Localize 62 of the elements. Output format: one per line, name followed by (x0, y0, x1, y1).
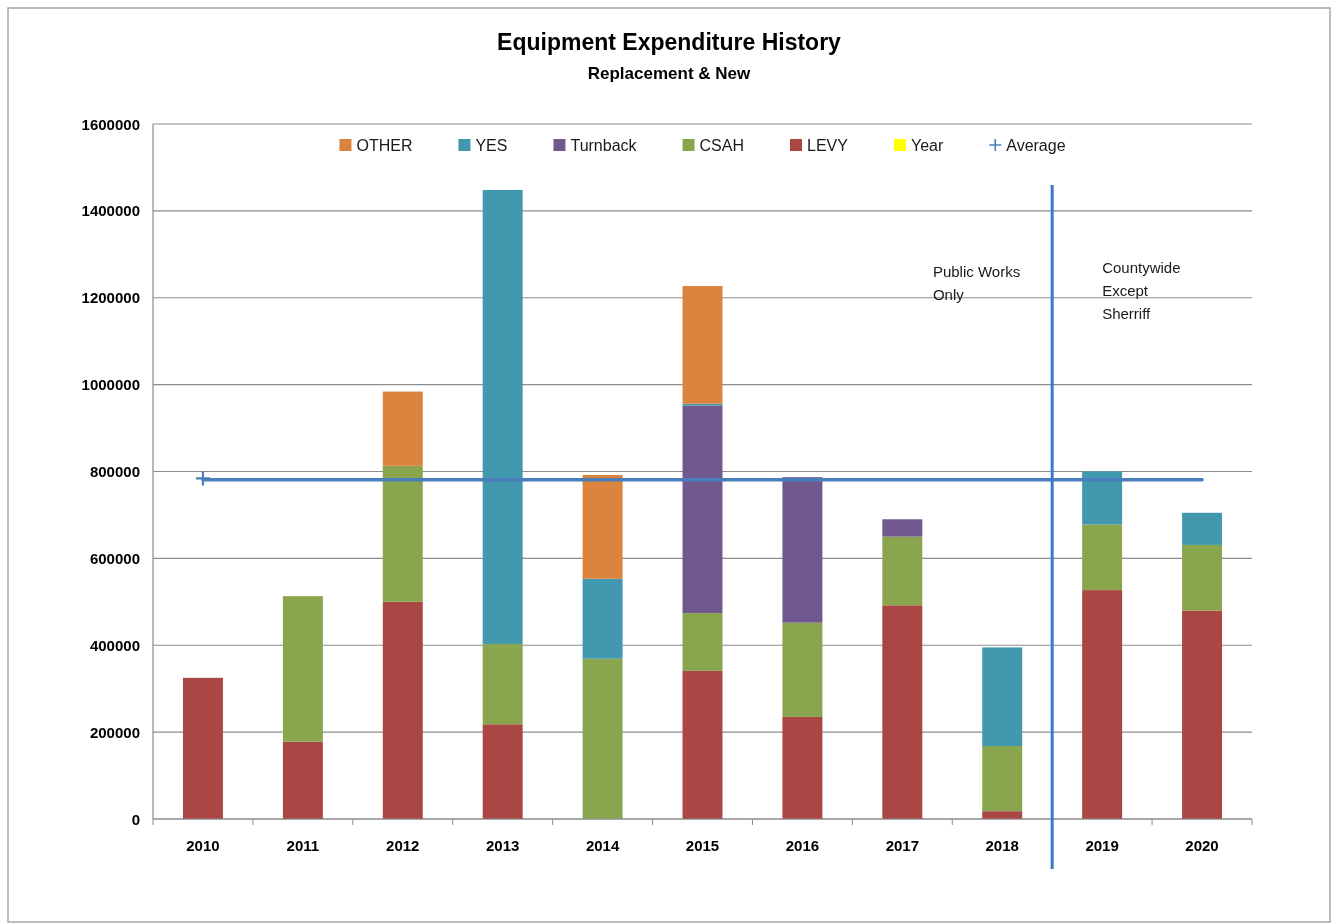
bar (682, 670, 723, 819)
x-tick-label: 2014 (585, 836, 620, 854)
x-tick-label: 2019 (1085, 836, 1119, 854)
chart-subtitle: Replacement & New (587, 64, 752, 83)
bar (1082, 590, 1123, 819)
bar (482, 190, 523, 644)
x-tick-label: 2020 (1185, 836, 1219, 854)
x-tick-label: 2011 (286, 836, 320, 854)
bar (782, 477, 823, 623)
bar (282, 741, 323, 819)
annotation: Public Works Only (932, 263, 1021, 303)
bar (1082, 471, 1123, 525)
bar (482, 643, 523, 725)
legend-label: OTHER (356, 136, 413, 154)
bar (1182, 512, 1223, 545)
bar (1182, 610, 1223, 819)
legend-label: LEVY (807, 136, 849, 154)
bar (382, 601, 423, 819)
bar (782, 622, 823, 717)
bar (682, 613, 723, 671)
bar (882, 519, 923, 537)
bar (882, 605, 923, 819)
y-tick-label: 200000 (89, 723, 140, 741)
bar (382, 391, 423, 466)
bar (282, 596, 323, 742)
y-tick-label: 1600000 (81, 115, 140, 133)
x-tick-label: 2016 (785, 836, 820, 854)
bar (1182, 544, 1223, 611)
bar (782, 716, 823, 819)
legend-label: CSAH (699, 136, 745, 154)
y-tick-label: 800000 (89, 463, 140, 480)
legend-label: Average (1006, 136, 1066, 154)
x-tick-label: 2015 (685, 836, 720, 854)
y-tick-label: 400000 (89, 636, 140, 654)
annotation: Countywide Except Sherriff (1102, 259, 1181, 322)
legend-label: YES (475, 136, 508, 154)
bar (582, 474, 623, 579)
x-tick-label: 2010 (186, 836, 220, 854)
bar (382, 465, 423, 602)
bar (1082, 524, 1123, 591)
x-tick-label: 2013 (485, 836, 520, 854)
bar (982, 746, 1023, 812)
chart-title: Equipment Expenditure History (497, 29, 842, 55)
bar (882, 536, 923, 606)
bar (982, 647, 1023, 747)
x-tick-label: 2012 (386, 836, 420, 854)
y-tick-label: 1000000 (81, 376, 140, 394)
x-tick-label: 2017 (885, 836, 920, 854)
y-tick-label: 1400000 (81, 202, 140, 220)
y-tick-label: 1200000 (81, 289, 140, 307)
bar (482, 724, 523, 819)
bar (582, 658, 623, 819)
x-tick-label: 2018 (985, 836, 1019, 854)
y-tick-label: 0 (131, 810, 140, 828)
bar (982, 811, 1023, 819)
bar (582, 578, 623, 659)
legend-label: Turnback (570, 136, 638, 154)
bar (682, 286, 723, 404)
bar (182, 677, 223, 819)
y-tick-label: 600000 (89, 549, 140, 567)
legend-label: Year (910, 136, 944, 154)
bar (682, 405, 723, 614)
